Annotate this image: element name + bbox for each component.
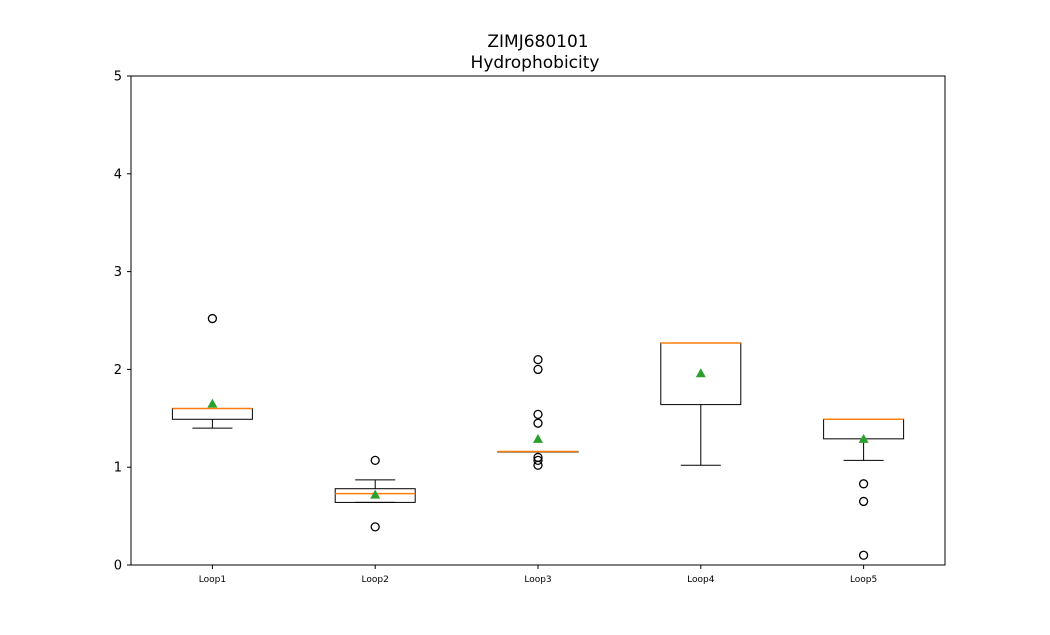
- outlier-point: [533, 409, 543, 420]
- box-loop1: [171, 313, 253, 429]
- chart-subtitle: Hydrophobicity: [471, 53, 600, 73]
- mean-marker: [695, 368, 706, 378]
- outlier-point: [533, 455, 543, 466]
- iqr-box: [171, 408, 253, 420]
- outlier-point: [533, 452, 543, 463]
- mean-marker: [858, 433, 869, 443]
- outlier-point: [858, 550, 869, 560]
- outlier-point: [533, 354, 543, 365]
- box-loop2: [334, 455, 416, 532]
- outlier-point: [533, 418, 543, 428]
- plot-frame: [130, 75, 946, 566]
- outlier-point: [858, 479, 869, 489]
- x-axis: Loop1 Loop2 Loop3 Loop4 Loop5: [199, 565, 877, 585]
- y-tick-label: 5: [114, 70, 122, 85]
- y-tick-label: 1: [114, 461, 122, 476]
- box-loop3: [497, 354, 579, 470]
- x-tick-label: Loop3: [524, 575, 551, 585]
- y-tick-label: 0: [114, 559, 122, 574]
- mean-marker: [207, 398, 218, 408]
- x-tick-label: Loop5: [850, 575, 877, 585]
- y-tick-label: 2: [114, 363, 122, 378]
- chart-title: ZIMJ680101: [487, 32, 588, 52]
- outlier-point: [370, 455, 380, 466]
- mean-marker: [533, 433, 543, 443]
- y-tick-label: 3: [114, 265, 122, 280]
- outlier-point: [858, 496, 869, 507]
- x-tick-label: Loop4: [687, 575, 715, 585]
- outlier-point: [370, 522, 380, 532]
- iqr-box: [334, 488, 416, 503]
- y-tick-label: 4: [114, 167, 122, 182]
- plot-area: [171, 313, 905, 560]
- x-tick-label: Loop1: [199, 575, 226, 585]
- outlier-point: [207, 313, 218, 324]
- box-loop4: [660, 342, 742, 466]
- box-loop5: [823, 418, 905, 560]
- mean-marker: [370, 489, 381, 499]
- x-tick-label: Loop2: [362, 575, 389, 585]
- outlier-point: [533, 364, 543, 375]
- y-axis: 0 1 2 3 4 5: [114, 70, 131, 574]
